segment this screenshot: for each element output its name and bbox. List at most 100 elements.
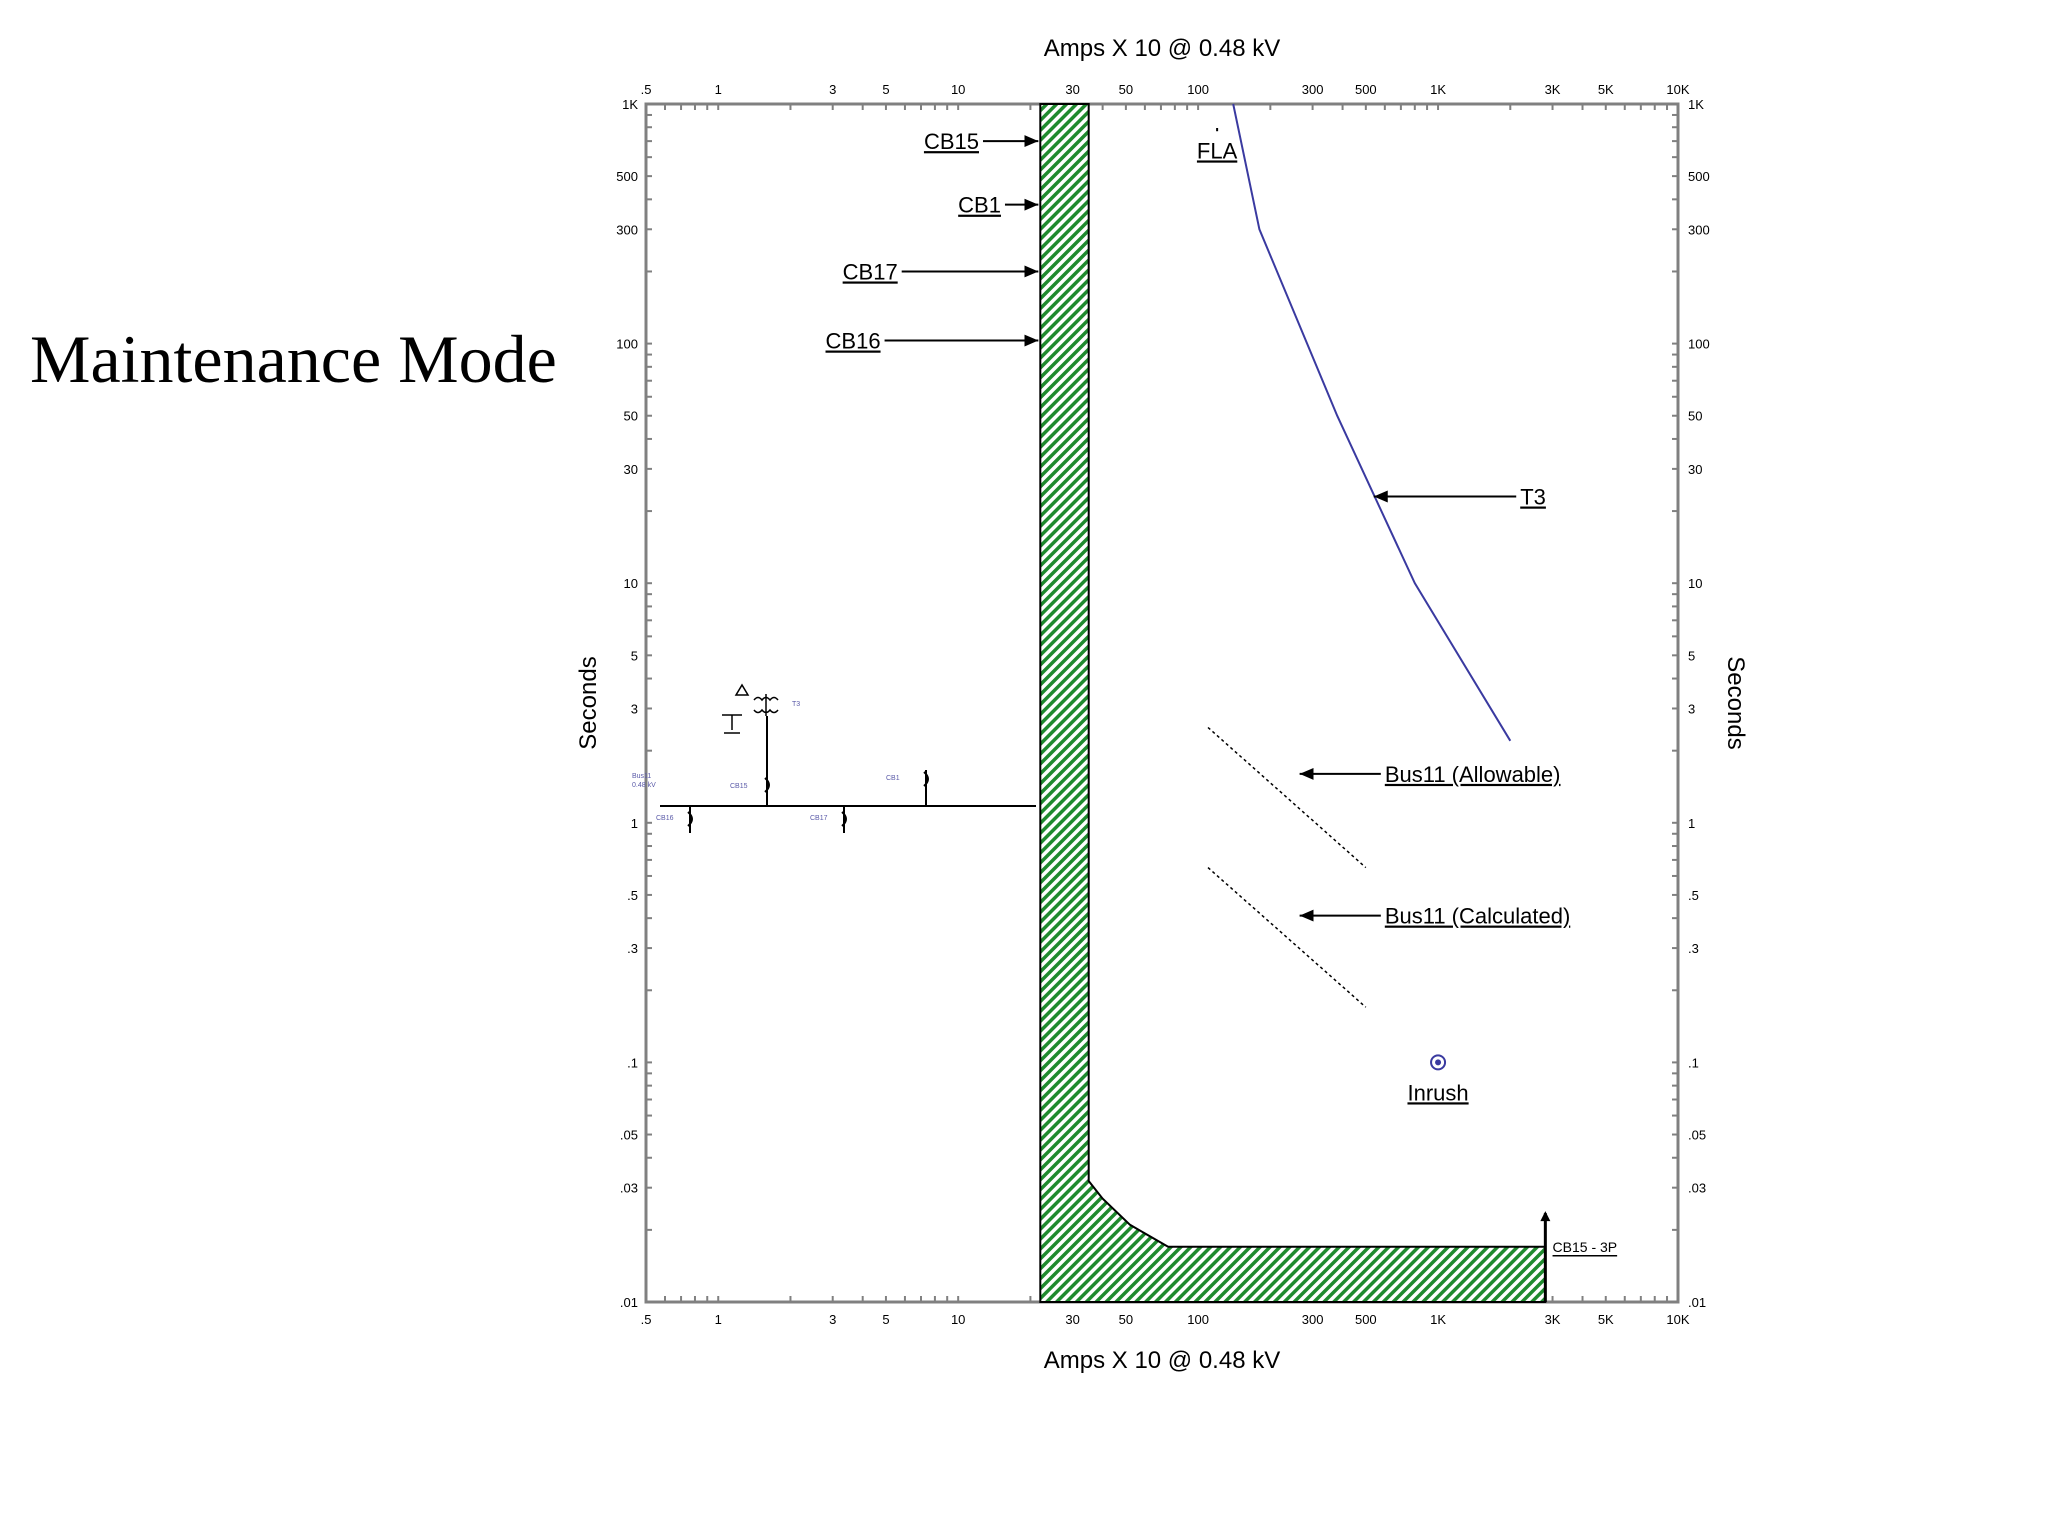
x-tick-label-bottom: 5K xyxy=(1598,1312,1614,1327)
y-tick-label-right: .3 xyxy=(1688,941,1699,956)
y-tick-label-right: 50 xyxy=(1688,409,1702,424)
y-tick-label-right: .01 xyxy=(1688,1295,1706,1310)
oneline-cb1-label: CB1 xyxy=(886,775,900,782)
breaker-icon-cb1 xyxy=(923,771,929,787)
x-tick-label-bottom: 30 xyxy=(1065,1312,1079,1327)
y-tick-label-left: 5 xyxy=(631,648,638,663)
y-tick-label-left: 3 xyxy=(631,701,638,716)
x-tick-label-top: .5 xyxy=(641,82,652,97)
y-tick-label-left: 30 xyxy=(624,462,638,477)
annotation-label: CB17 xyxy=(843,259,898,284)
y-tick-label-right: 5 xyxy=(1688,648,1695,663)
slide-title: Maintenance Mode xyxy=(30,321,557,397)
x-tick-label-bottom: 5 xyxy=(882,1312,889,1327)
x-tick-label-top: 50 xyxy=(1119,82,1133,97)
annotation-label: CB15 xyxy=(924,129,979,154)
annotation-layer: CB15 CB1 CB17 CB16 T3 Bus11 (Allowable) Bus11 … xyxy=(826,129,1618,1257)
y-tick-label-right: 100 xyxy=(1688,337,1710,352)
y-tick-label-right: 300 xyxy=(1688,222,1710,237)
y-tick-label-left: 300 xyxy=(616,222,638,237)
x-tick-label-bottom: 3 xyxy=(829,1312,836,1327)
y-tick-label-left: .5 xyxy=(627,888,638,903)
y-tick-label-right: .1 xyxy=(1688,1055,1699,1070)
y-tick-label-right: 500 xyxy=(1688,169,1710,184)
annotation-label: CB1 xyxy=(958,193,1001,218)
annotation-label: CB16 xyxy=(826,329,881,354)
bus11-damage-curve xyxy=(1207,726,1367,869)
y-tick-label-left: 50 xyxy=(624,409,638,424)
y-tick-label-left: 100 xyxy=(616,337,638,352)
x-tick-label-bottom: 1 xyxy=(715,1312,722,1327)
x-tick-label-bottom: 100 xyxy=(1187,1312,1209,1327)
x-tick-label-top: 30 xyxy=(1065,82,1079,97)
y-tick-label-left: .05 xyxy=(620,1128,638,1143)
x-tick-label-bottom: 50 xyxy=(1119,1312,1133,1327)
oneline-xfmr-symbol xyxy=(753,694,779,716)
x-tick-label-bottom: 10K xyxy=(1666,1312,1689,1327)
x-tick-label-bottom: .5 xyxy=(641,1312,652,1327)
breaker-icon-cb16 xyxy=(687,811,693,827)
axis-ticks: .5.5113355101030305050100100300300500500… xyxy=(616,82,1709,1327)
x-tick-label-top: 3K xyxy=(1545,82,1561,97)
x-tick-label-top: 10K xyxy=(1666,82,1689,97)
bus11-damage-curve xyxy=(1207,867,1367,1008)
x-tick-label-top: 5K xyxy=(1598,82,1614,97)
x-axis-title-top: Amps X 10 @ 0.48 kV xyxy=(1044,35,1280,62)
plot-area xyxy=(644,102,1680,1304)
x-tick-label-bottom: 300 xyxy=(1302,1312,1324,1327)
y-tick-label-left: 1K xyxy=(622,97,638,112)
cb15-3p-arrowhead xyxy=(1540,1211,1551,1222)
oneline-cb16-label: CB16 xyxy=(656,815,674,822)
x-tick-label-top: 5 xyxy=(882,82,889,97)
y-tick-label-right: 3 xyxy=(1688,701,1695,716)
y-tick-label-left: .01 xyxy=(620,1295,638,1310)
y-tick-label-right: 30 xyxy=(1688,462,1702,477)
oneline-diagram: Bus11 0.48 kV T3 CB16 CB15 CB17 CB1 xyxy=(632,683,1036,833)
y-tick-label-right: 10 xyxy=(1688,576,1702,591)
annotation-label: Bus11 (Calculated) xyxy=(1385,904,1570,929)
oneline-bus-voltage: 0.48 kV xyxy=(632,782,656,789)
x-tick-label-top: 100 xyxy=(1187,82,1209,97)
y-tick-label-left: .03 xyxy=(620,1181,638,1196)
oneline-xfmr-label: T3 xyxy=(792,701,800,708)
x-tick-label-top: 1 xyxy=(715,82,722,97)
y-axis-title-left: Seconds xyxy=(575,656,602,749)
y-axis-title-right: Seconds xyxy=(1722,656,1749,749)
y-tick-label-left: .1 xyxy=(627,1055,638,1070)
x-tick-label-top: 10 xyxy=(951,82,965,97)
y-tick-label-left: 10 xyxy=(624,576,638,591)
oneline-cb17-label: CB17 xyxy=(810,815,828,822)
breaker-band xyxy=(1039,103,1547,1303)
oneline-cb15-label: CB15 xyxy=(730,783,748,790)
y-tick-label-right: .05 xyxy=(1688,1128,1706,1143)
annotation-label: CB15 - 3P xyxy=(1553,1239,1618,1255)
x-tick-label-top: 1K xyxy=(1430,82,1446,97)
annotation-label: Bus11 (Allowable) xyxy=(1385,762,1561,787)
x-tick-label-top: 3 xyxy=(829,82,836,97)
annotation-label: Inrush xyxy=(1407,1080,1468,1105)
series-layer xyxy=(1039,103,1551,1303)
y-tick-label-right: 1 xyxy=(1688,816,1695,831)
y-tick-label-left: 1 xyxy=(631,816,638,831)
x-tick-label-bottom: 3K xyxy=(1545,1312,1561,1327)
x-tick-label-top: 300 xyxy=(1302,82,1324,97)
x-tick-label-bottom: 500 xyxy=(1355,1312,1377,1327)
oneline-bus-label: Bus11 xyxy=(632,773,651,780)
x-tick-label-top: 500 xyxy=(1355,82,1377,97)
x-tick-label-bottom: 10 xyxy=(951,1312,965,1327)
annotation-label: FLA xyxy=(1197,138,1238,163)
wye-ground-icon xyxy=(722,714,742,734)
y-tick-label-right: 1K xyxy=(1688,97,1704,112)
delta-icon xyxy=(734,683,750,696)
y-tick-label-left: 500 xyxy=(616,169,638,184)
inrush-point-center xyxy=(1435,1059,1442,1066)
t3-curve xyxy=(1232,103,1512,742)
y-tick-label-right: .5 xyxy=(1688,888,1699,903)
annotation-label: T3 xyxy=(1520,485,1546,510)
x-axis-title-bottom: Amps X 10 @ 0.48 kV xyxy=(1044,1347,1280,1374)
y-tick-label-left: .3 xyxy=(627,941,638,956)
x-tick-label-bottom: 1K xyxy=(1430,1312,1446,1327)
breaker-icon-cb17 xyxy=(841,811,847,827)
breaker-icon-cb15 xyxy=(764,777,770,793)
